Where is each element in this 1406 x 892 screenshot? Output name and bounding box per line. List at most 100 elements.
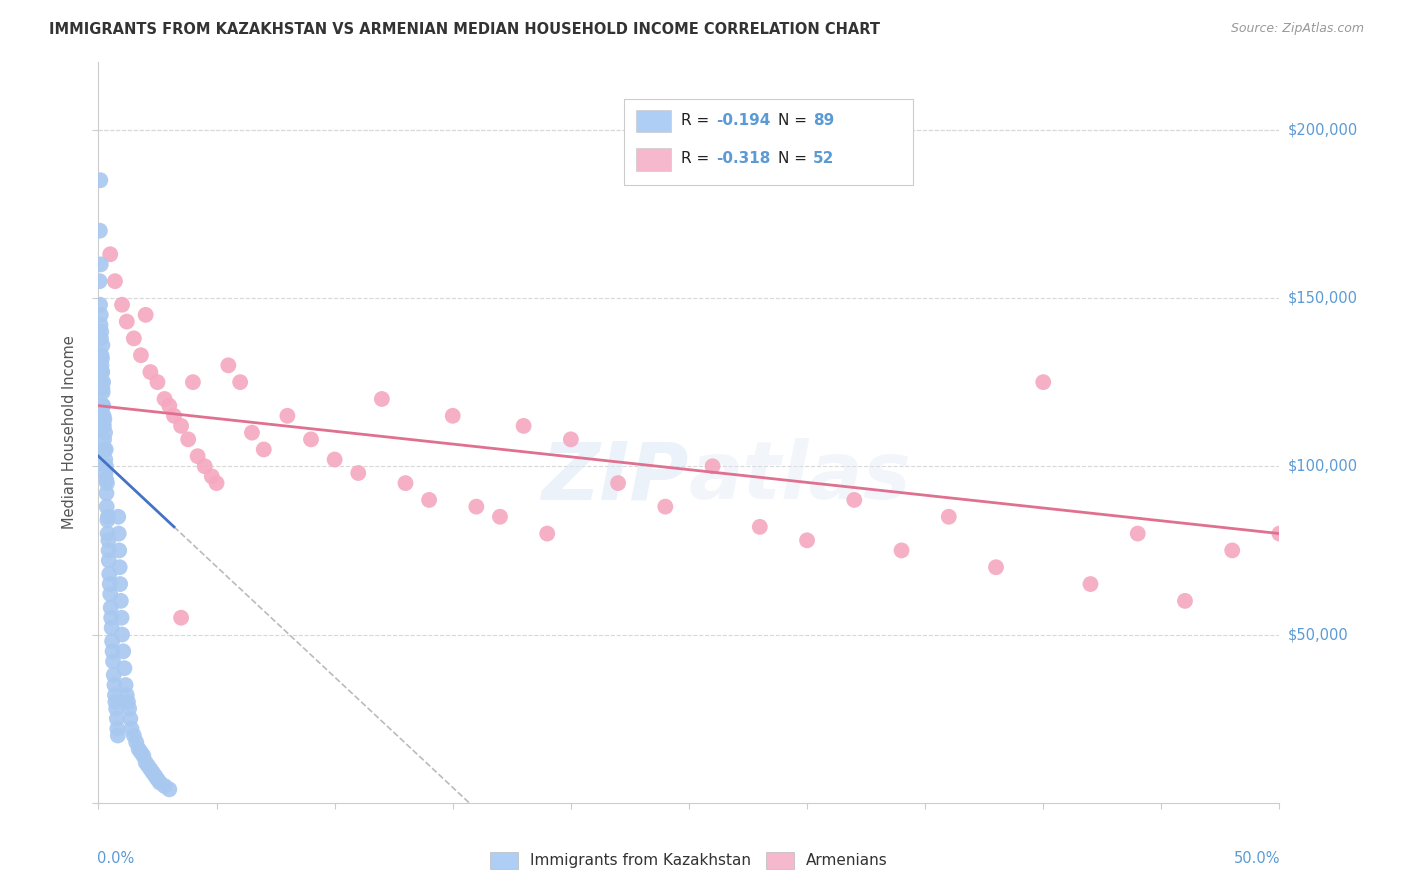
Point [201, 469, 224, 483]
Point [181, 375, 204, 389]
Point [100, 621, 122, 635]
Point [104, 274, 127, 288]
Point [90, 348, 112, 362]
Point [347, 466, 370, 480]
Point [90, 257, 112, 271]
Point [94, 425, 117, 440]
Point [93, 409, 115, 423]
Point [139, 365, 162, 379]
Point [654, 500, 676, 514]
Point [112, 661, 135, 675]
Point [91, 385, 114, 400]
Point [1080, 577, 1102, 591]
Point [97, 553, 120, 567]
Point [98, 577, 121, 591]
Point [105, 722, 128, 736]
Point [748, 520, 770, 534]
Point [128, 742, 150, 756]
Point [111, 298, 134, 312]
Point [441, 409, 464, 423]
Point [135, 756, 157, 770]
Point [465, 500, 488, 514]
Point [93, 412, 115, 426]
Point [153, 779, 176, 793]
Point [142, 765, 165, 780]
Point [89, 173, 111, 187]
Point [93, 442, 115, 457]
Point [163, 409, 186, 423]
Point [1032, 375, 1054, 389]
Point [1126, 526, 1149, 541]
Point [100, 610, 122, 624]
Point [110, 610, 132, 624]
Point [108, 560, 131, 574]
Text: 89: 89 [813, 112, 834, 128]
Point [89, 224, 111, 238]
Point [253, 442, 276, 457]
Point [96, 486, 118, 500]
Text: R =: R = [681, 151, 714, 166]
Text: -0.318: -0.318 [716, 151, 770, 166]
Point [560, 433, 582, 447]
Point [91, 375, 114, 389]
Point [122, 331, 145, 345]
Point [110, 594, 132, 608]
Point [146, 772, 169, 787]
Point [90, 318, 112, 332]
Text: 50.0%: 50.0% [1234, 851, 1281, 866]
Point [194, 459, 217, 474]
Text: -0.194: -0.194 [716, 112, 770, 128]
Point [107, 509, 129, 524]
Point [103, 668, 125, 682]
Point [89, 274, 111, 288]
Point [91, 399, 114, 413]
Text: $100,000: $100,000 [1288, 458, 1358, 474]
Point [111, 627, 134, 641]
Text: ZIP: ZIP [541, 438, 689, 516]
Point [90, 359, 112, 373]
Point [489, 509, 512, 524]
Point [890, 543, 912, 558]
Point [146, 375, 169, 389]
Point [122, 729, 145, 743]
Point [125, 735, 148, 749]
Text: Source: ZipAtlas.com: Source: ZipAtlas.com [1230, 22, 1364, 36]
Point [100, 600, 122, 615]
Point [121, 722, 143, 736]
Point [512, 418, 534, 433]
Point [101, 655, 124, 669]
Point [205, 476, 228, 491]
Point [984, 560, 1007, 574]
Point [93, 416, 115, 430]
Point [394, 476, 416, 491]
Point [129, 745, 152, 759]
Text: 52: 52 [813, 151, 834, 166]
Point [132, 748, 155, 763]
Point [96, 473, 118, 487]
Y-axis label: Median Household Income: Median Household Income [62, 335, 77, 530]
Point [98, 247, 121, 261]
Point [91, 365, 114, 379]
Point [94, 442, 117, 457]
Point [94, 459, 117, 474]
Point [97, 543, 120, 558]
Point [91, 351, 114, 366]
Point [96, 476, 118, 491]
Text: N =: N = [778, 151, 811, 166]
Text: R =: R = [681, 112, 714, 128]
Point [107, 526, 129, 541]
Point [299, 433, 322, 447]
Point [107, 729, 129, 743]
Text: 0.0%: 0.0% [97, 851, 135, 866]
Text: N =: N = [778, 112, 811, 128]
Point [170, 418, 193, 433]
Point [938, 509, 960, 524]
Point [157, 782, 180, 797]
Point [101, 644, 124, 658]
FancyBboxPatch shape [636, 110, 671, 132]
Point [108, 543, 131, 558]
Point [90, 375, 112, 389]
Point [1268, 526, 1291, 541]
Point [217, 359, 239, 373]
Point [187, 449, 209, 463]
